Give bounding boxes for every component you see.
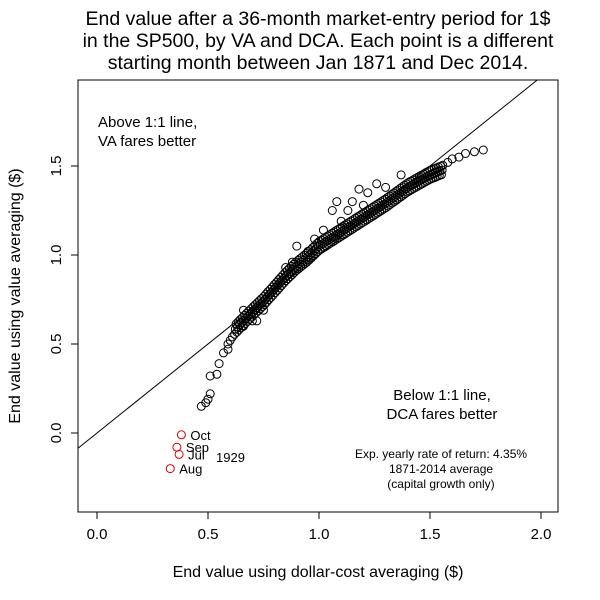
x-axis: 0.0 0.5 1.0 1.5 2.0 [87,511,552,543]
title-line: in the SP500, by VA and DCA. Each point … [83,30,554,52]
highlighted-point [165,464,175,474]
data-point [381,182,391,192]
data-point [212,369,222,379]
y-tick-label: 0.0 [48,423,65,444]
y-axis: 0.0 0.5 1.0 1.5 [48,156,79,444]
data-point [205,389,215,399]
x-tick-label: 1.5 [420,526,441,543]
data-point [214,359,224,369]
title-line: starting month between Jan 1871 and Dec … [108,52,529,74]
return-note: Exp. yearly rate of return: 4.35% [355,447,527,461]
data-point [437,165,447,175]
data-point [239,305,248,315]
highlighted-point [176,430,186,440]
x-tick-label: 1.0 [309,526,330,543]
above-line-annotation: Above 1:1 line, [98,114,197,131]
data-point [223,344,233,354]
month-label: Oct [190,428,211,443]
return-note: 1871-2014 average [389,462,493,476]
data-point [347,197,357,207]
y-tick-label: 0.5 [48,334,65,355]
data-point [227,332,237,342]
data-point [358,200,368,210]
data-point [239,321,248,331]
data-point [438,160,448,170]
y-axis-label: End value using value averaging ($) [7,168,24,423]
data-points [196,145,488,411]
data-point [461,149,470,158]
data-point [447,154,457,164]
year-label: 1929 [216,450,245,465]
data-point [469,147,479,157]
data-point [318,225,328,235]
data-point [203,394,213,404]
data-point [354,184,364,194]
highlighted-point [174,449,184,459]
below-line-annotation: Below 1:1 line, [393,387,491,404]
data-point [424,175,434,185]
y-tick-label: 1.5 [48,156,65,177]
data-point [259,305,268,315]
x-axis-label: End value using dollar-cost averaging ($… [173,564,464,581]
x-tick-label: 0.5 [198,526,219,543]
data-point [247,316,257,326]
data-point [478,145,488,155]
data-point [205,371,215,381]
data-point [303,246,313,256]
data-point [396,170,406,180]
data-point [336,216,346,226]
below-line-annotation: DCA fares better [387,406,498,423]
data-point [332,197,342,207]
data-point [363,188,373,198]
x-tick-label: 0.0 [87,526,108,543]
data-point [281,263,291,272]
data-point [327,206,337,215]
month-label: Sep [186,440,209,455]
title-line: End value after a 36-month market-entry … [86,8,551,30]
chart-title: End value after a 36-month market-entry … [83,8,554,74]
month-label: Jul [188,447,205,462]
x-tick-label: 2.0 [531,526,552,543]
data-point [310,234,320,244]
y-tick-label: 1.0 [48,245,65,266]
return-note: (capital growth only) [387,477,494,491]
data-point [292,241,302,251]
data-point [436,170,446,180]
data-point [343,206,353,215]
data-point [252,316,262,326]
above-line-annotation: VA fares better [98,133,196,150]
data-point [287,257,297,267]
highlighted-points [165,430,186,474]
data-point [372,179,382,189]
month-label: Aug [179,462,202,477]
